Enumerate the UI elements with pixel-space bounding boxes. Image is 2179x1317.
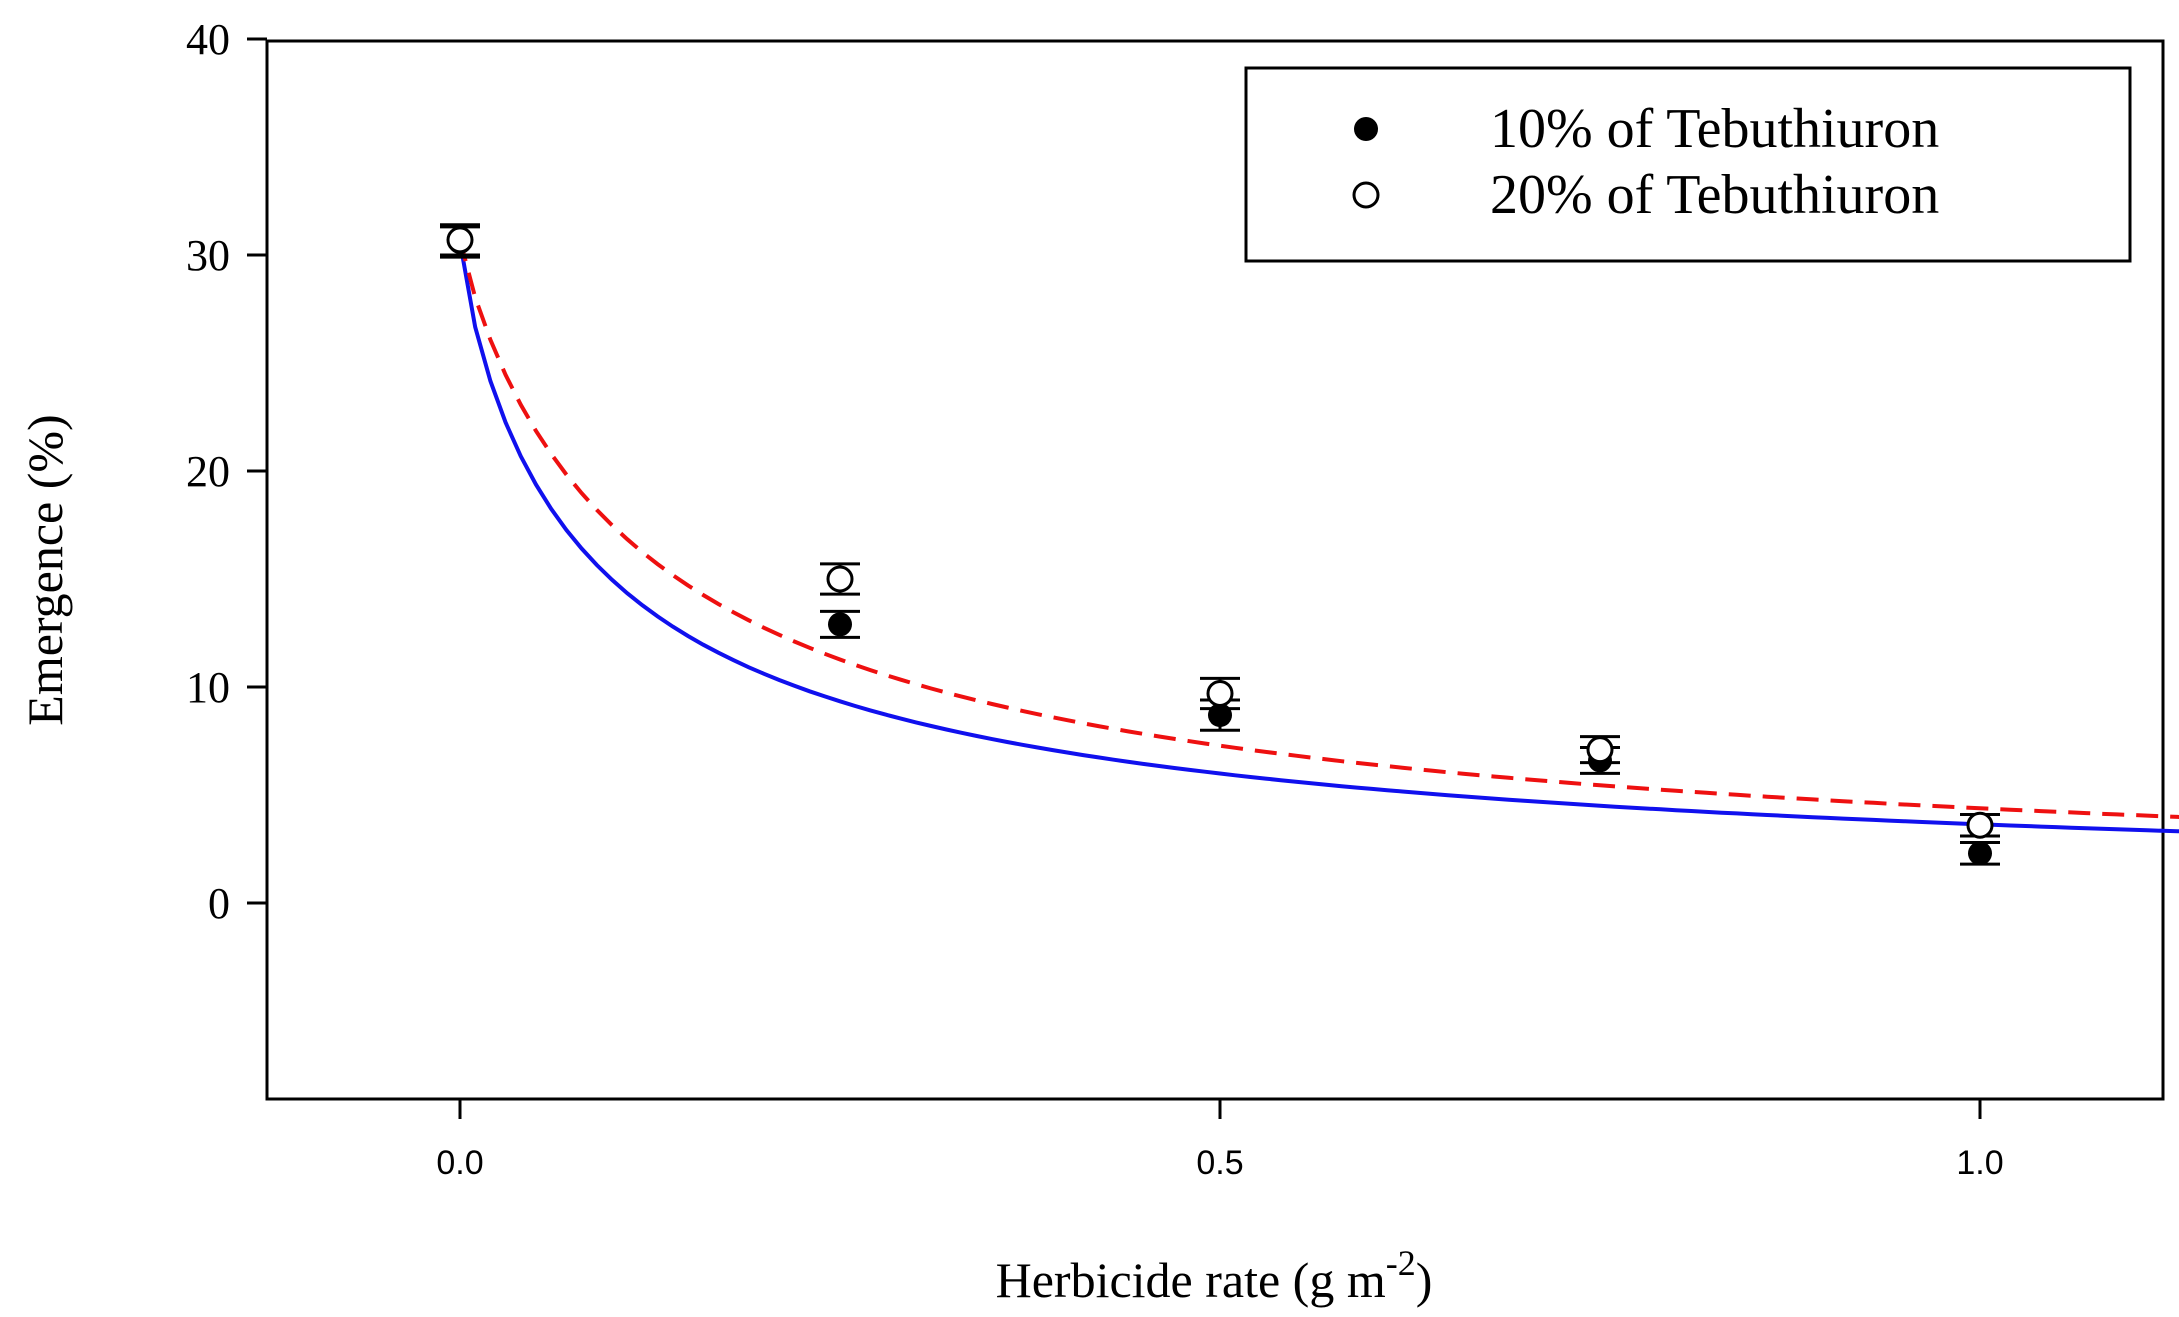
data-points xyxy=(440,223,2000,866)
fit-curve-series-2 xyxy=(458,239,2179,819)
x-axis-label-superscript: -2 xyxy=(1386,1243,1416,1283)
legend-marker-filled xyxy=(1354,117,1378,141)
y-tick-label: 20 xyxy=(186,447,230,496)
x-tick-label: 1.0 xyxy=(1956,1144,2003,1182)
x-tick-label: 0.0 xyxy=(436,1144,483,1182)
y-axis-ticks: 0 10 20 30 40 xyxy=(186,15,267,928)
x-tick-label: 0.5 xyxy=(1196,1144,1243,1182)
data-point-series-2 xyxy=(1966,811,1994,839)
plot-frame xyxy=(265,39,2165,1101)
x-axis-label-suffix: ) xyxy=(1416,1252,1433,1308)
data-point-series-2 xyxy=(1206,679,1234,707)
legend: 10% of Tebuthiuron 20% of Tebuthiuron xyxy=(1244,66,2132,263)
y-tick-label: 30 xyxy=(186,231,230,280)
data-point-series-1 xyxy=(1968,841,1992,866)
data-point-series-1 xyxy=(828,612,852,637)
legend-box xyxy=(1244,66,2132,263)
legend-label-series-2: 20% of Tebuthiuron xyxy=(1490,164,1939,226)
fit-curve-series-1 xyxy=(458,241,2179,834)
data-point-series-2 xyxy=(446,226,474,254)
legend-marker-open xyxy=(1352,181,1380,209)
y-tick-label: 10 xyxy=(186,663,230,712)
data-point-series-2 xyxy=(826,565,854,593)
x-axis-label: Herbicide rate (g m-2) xyxy=(996,1243,1433,1308)
y-axis-label: Emergence (%) xyxy=(17,414,73,725)
x-axis-label-main: Herbicide rate (g m xyxy=(996,1252,1386,1308)
y-tick-label: 40 xyxy=(186,15,230,64)
fit-curves xyxy=(458,239,2179,834)
y-tick-label: 0 xyxy=(208,879,230,928)
data-point-series-2 xyxy=(1586,736,1614,764)
legend-label-series-1: 10% of Tebuthiuron xyxy=(1490,98,1939,160)
x-axis-ticks: 0.00.51.01.52.0 xyxy=(436,1099,2004,1182)
